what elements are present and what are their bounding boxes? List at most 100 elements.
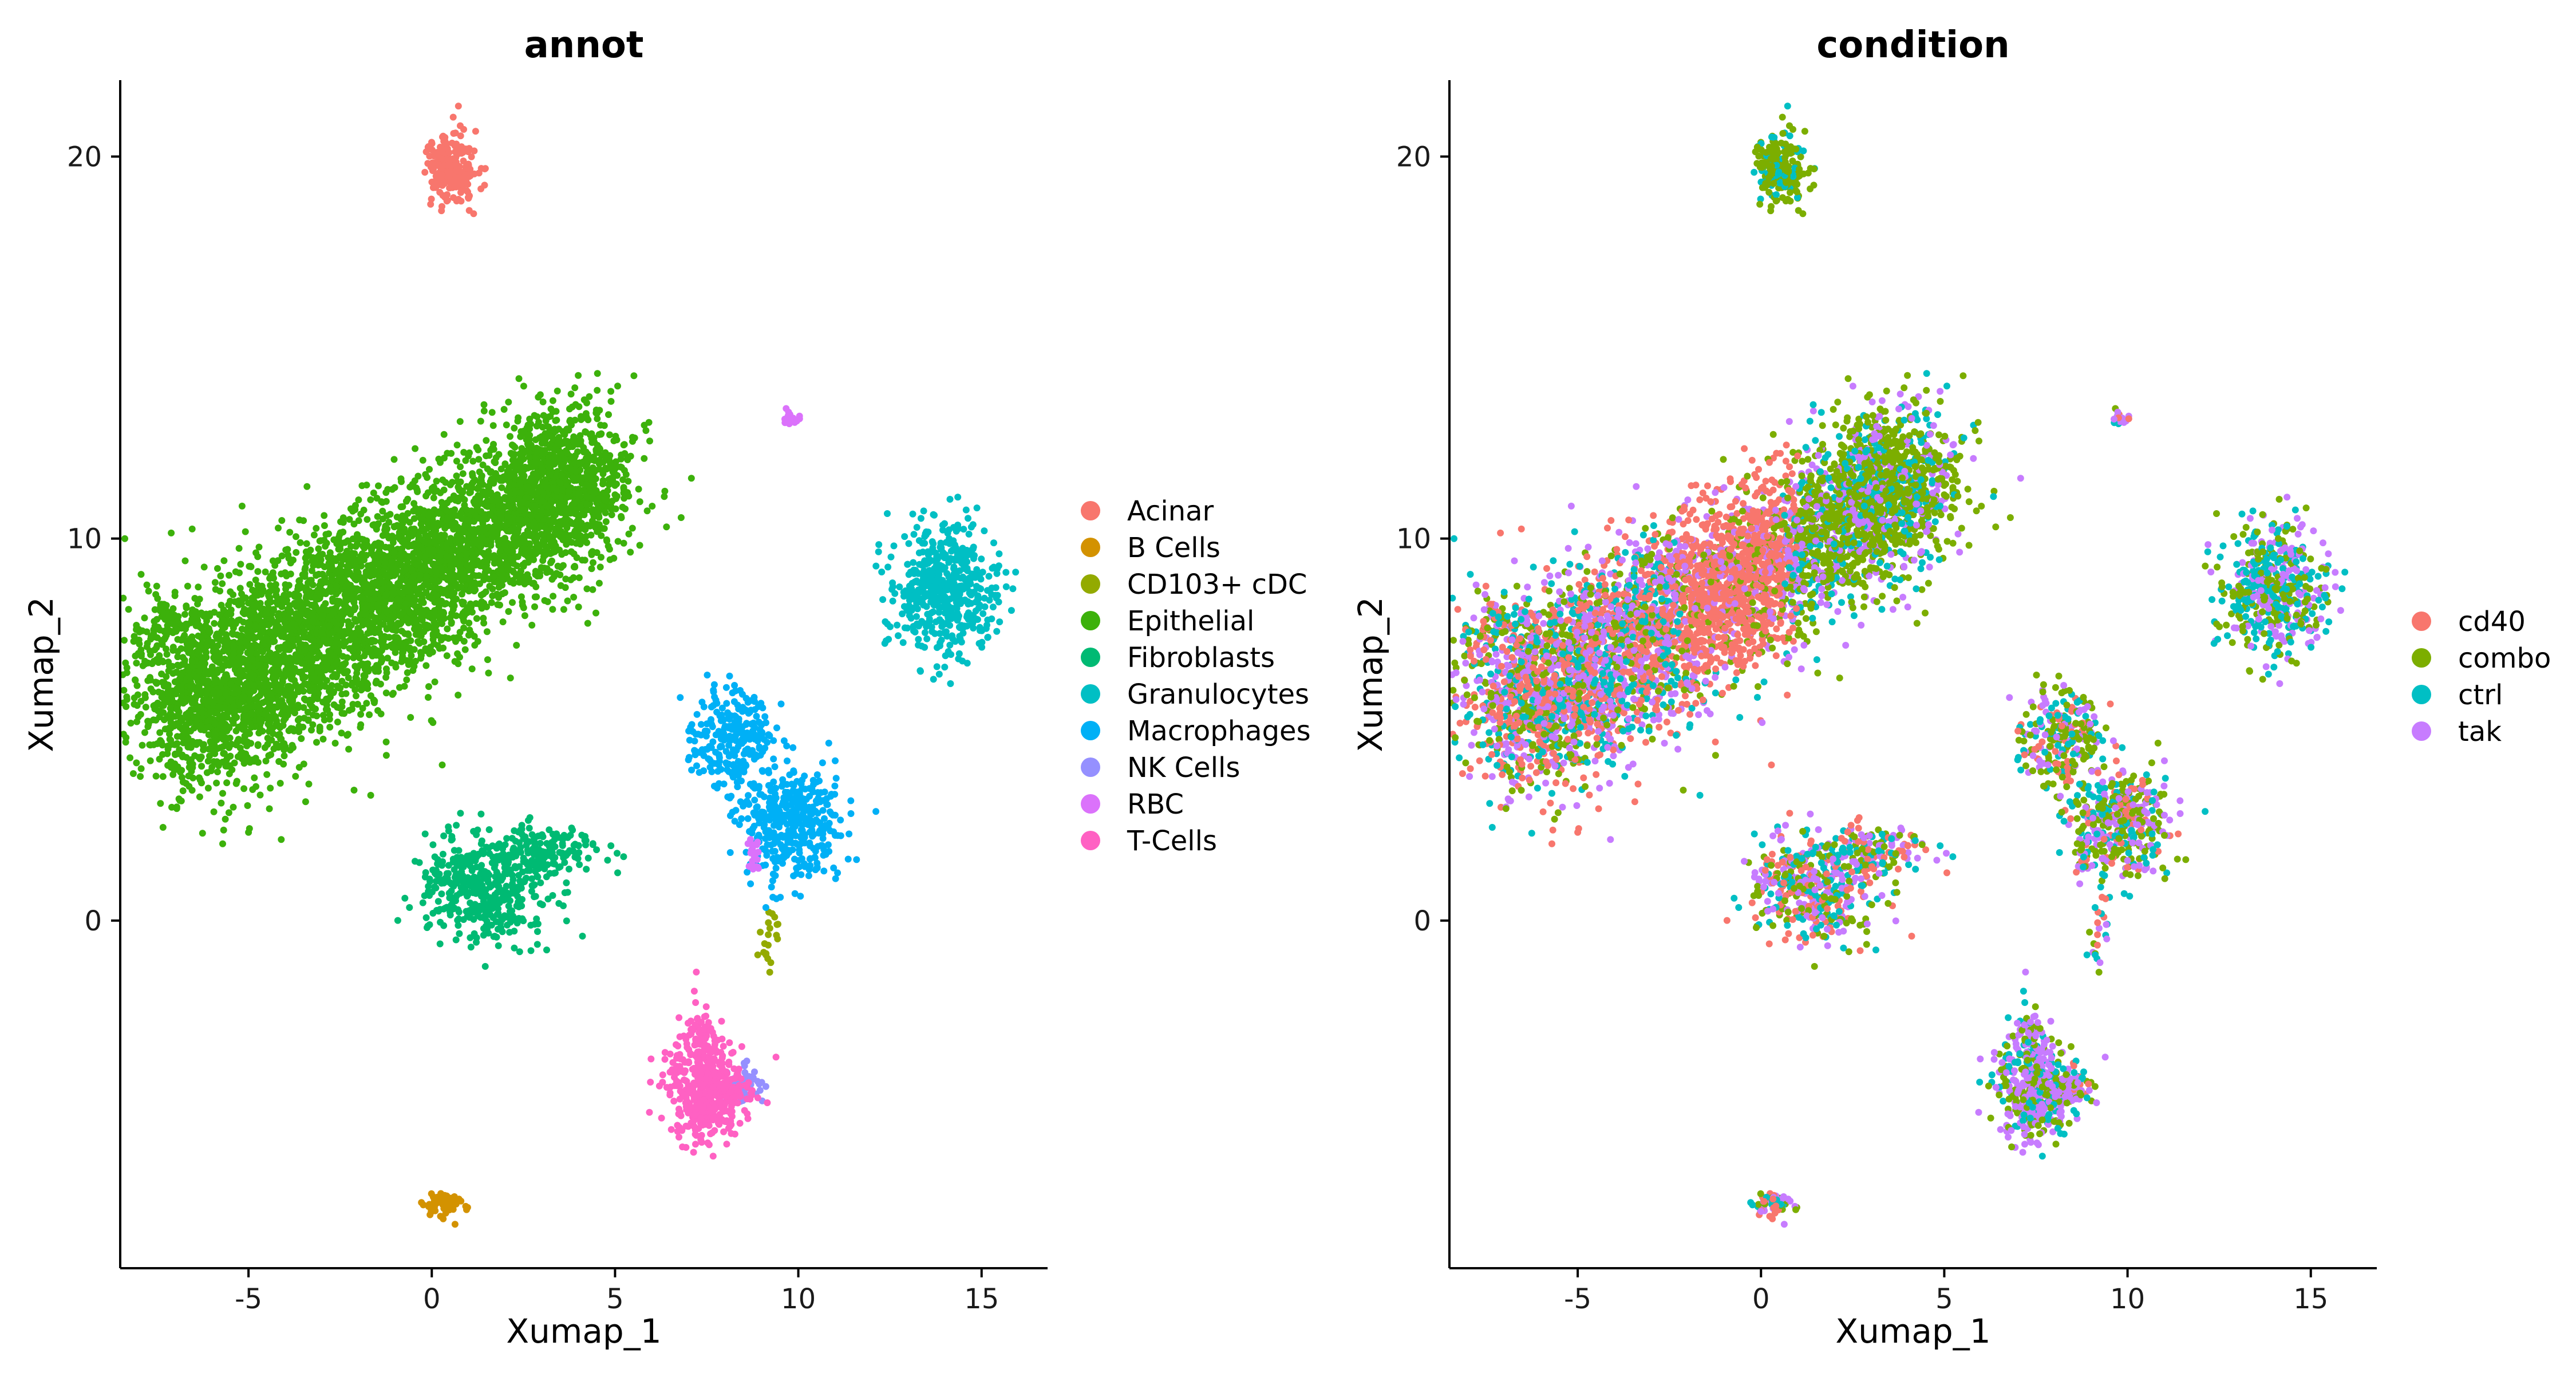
point-epithelial [236,744,244,752]
point-epithelial [188,787,196,794]
point-epithelial [205,731,212,739]
point-epithelial [314,553,322,561]
point-epithelial [172,688,179,696]
point-epithelial [507,555,515,563]
point-epithelial [132,677,139,684]
point-epithelial [398,590,405,597]
point-epithelial [364,516,371,523]
point-epithelial [584,620,591,627]
point-epithelial [414,631,422,638]
point-epithelial [263,634,270,642]
point-epithelial [437,459,444,466]
point-epithelial [375,482,382,490]
point-epithelial [504,513,511,520]
point-epithelial [339,661,346,668]
point-epithelial [528,621,536,629]
point-epithelial [204,638,211,645]
point-epithelial [354,679,361,686]
point-epithelial [206,628,213,634]
point-epithelial [147,757,154,764]
point-epithelial [258,622,265,629]
point-epithelial [351,503,358,511]
point-epithelial [176,718,184,725]
point-epithelial [270,670,277,677]
point-epithelial [248,656,256,663]
point-epithelial [197,634,205,641]
point-epithelial [413,484,420,492]
point-epithelial [214,642,222,649]
point-epithelial [385,519,393,526]
point-epithelial [245,664,252,671]
point-epithelial [554,562,562,570]
point-epithelial [315,545,322,553]
point-epithelial [246,581,254,588]
point-epithelial [429,719,437,726]
point-epithelial [189,682,196,689]
point-epithelial [351,686,359,693]
point-epithelial [420,638,428,645]
point-epithelial [236,679,243,686]
point-epithelial [256,716,264,723]
point-epithelial [202,648,210,656]
point-epithelial [590,559,596,566]
point-epithelial [432,569,440,576]
point-acinar [429,184,437,191]
point-epithelial [402,600,409,607]
point-epithelial [230,650,238,657]
point-acinar [467,165,474,173]
point-epithelial [390,456,398,463]
point-epithelial [383,607,390,615]
point-epithelial [390,590,398,597]
point-epithelial [570,594,578,601]
point-epithelial [254,568,262,575]
point-epithelial [441,524,449,532]
point-epithelial [329,673,336,680]
point-epithelial [168,529,175,536]
point-epithelial [218,666,226,673]
point-epithelial [141,694,149,701]
point-epithelial [417,649,424,656]
point-epithelial [227,588,234,595]
point-acinar [428,195,435,203]
point-epithelial [319,611,327,619]
point-epithelial [214,565,221,572]
point-epithelial [469,540,476,548]
point-epithelial [483,628,491,636]
point-epithelial [369,637,377,644]
point-epithelial [291,590,298,598]
point-cd103-cdc [754,951,761,958]
point-cd103-cdc [757,929,764,936]
point-epithelial [416,571,424,578]
point-epithelial [179,654,187,661]
point-epithelial [236,654,243,661]
point-epithelial [463,483,471,490]
point-epithelial [447,562,454,569]
point-b-cells [455,1195,463,1203]
point-epithelial [217,572,224,579]
point-epithelial [382,674,390,681]
point-epithelial [316,727,323,735]
point-epithelial [171,678,179,685]
point-epithelial [333,626,341,633]
point-epithelial [575,603,582,611]
point-acinar [450,130,457,137]
point-epithelial [430,522,438,529]
point-epithelial [384,525,391,532]
point-epithelial [452,512,459,519]
point-epithelial [199,830,206,837]
point-epithelial [631,434,638,441]
point-epithelial [353,576,360,583]
point-epithelial [301,573,309,580]
point-epithelial [223,723,231,730]
point-epithelial [392,625,400,632]
point-epithelial [482,488,489,496]
point-epithelial [603,537,611,545]
point-epithelial [255,543,263,551]
point-epithelial [181,611,188,618]
point-epithelial [287,691,294,699]
point-epithelial [227,610,235,618]
point-epithelial [480,516,488,523]
point-epithelial [560,606,567,613]
point-epithelial [391,644,398,651]
point-epithelial [239,609,247,616]
